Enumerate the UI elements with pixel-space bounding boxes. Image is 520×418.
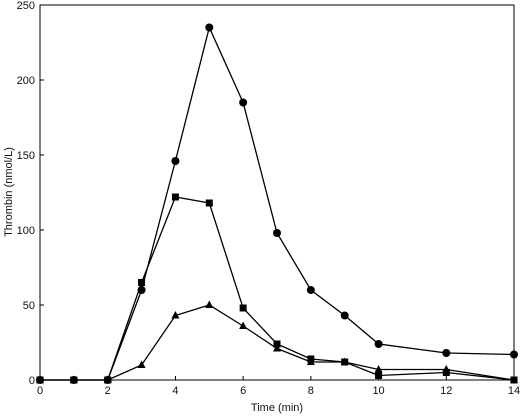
data-point-triangle: [69, 375, 78, 383]
data-point-triangle: [306, 357, 315, 365]
data-point-square: [138, 279, 146, 286]
data-point-circle: [340, 311, 349, 320]
series-layer: [36, 23, 518, 384]
series-triangle: [36, 300, 518, 383]
data-point-circle: [306, 286, 315, 294]
data-point-triangle: [510, 375, 518, 383]
x-tick-label: 0: [37, 385, 43, 397]
data-point-circle: [239, 98, 248, 107]
data-point-triangle: [137, 360, 146, 368]
data-point-triangle: [36, 375, 44, 383]
x-axis-title: Time (min): [251, 402, 303, 414]
data-point-circle: [171, 157, 180, 165]
y-tick-label: 100: [17, 225, 35, 237]
data-point-circle: [273, 229, 281, 237]
data-point-triangle: [205, 300, 214, 308]
data-point-square: [205, 199, 213, 207]
data-point-square: [171, 193, 179, 201]
x-tick-label: 10: [372, 385, 384, 397]
x-tick-label: 4: [172, 385, 178, 397]
data-point-triangle: [171, 311, 180, 319]
data-point-triangle: [442, 365, 451, 373]
series-line: [40, 25, 515, 381]
y-axis-title: Thrombin (nmol/L): [3, 147, 15, 237]
data-point-circle: [510, 350, 518, 359]
x-tick-label: 8: [308, 385, 314, 397]
y-tick-label: 0: [29, 375, 35, 387]
y-tick-label: 250: [17, 0, 35, 12]
data-point-triangle: [103, 375, 112, 383]
y-tick-label: 150: [17, 150, 35, 162]
data-point-triangle: [239, 321, 248, 329]
data-point-triangle: [273, 344, 281, 352]
plot-frame: [39, 4, 515, 381]
data-point-circle: [205, 23, 214, 32]
data-point-triangle: [340, 357, 349, 365]
data-point-square: [239, 304, 247, 312]
y-tick-label: 200: [17, 75, 35, 87]
x-tick-label: 6: [240, 385, 246, 397]
y-tick-label: 50: [23, 300, 35, 312]
series-circle: [36, 23, 518, 384]
y-axis-ticks: 0 50 100 150 200 250: [17, 0, 44, 387]
x-tick-label: 12: [440, 385, 452, 397]
data-point-circle: [374, 340, 383, 348]
x-tick-label: 2: [105, 385, 111, 397]
data-point-circle: [442, 349, 451, 357]
x-tick-label: 14: [508, 385, 520, 397]
data-point-triangle: [374, 365, 383, 373]
data-point-square: [375, 372, 383, 379]
